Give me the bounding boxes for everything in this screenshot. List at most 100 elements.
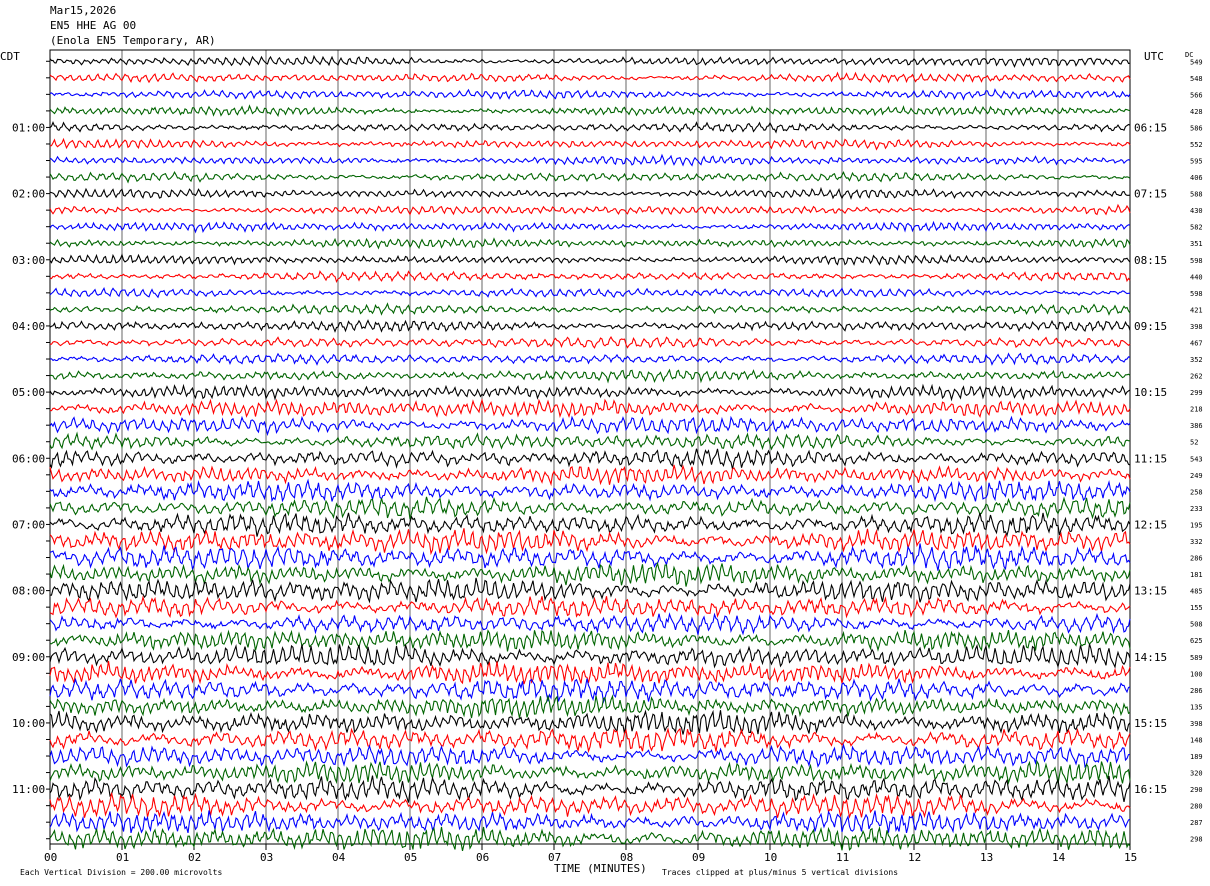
trace-line: [49, 286, 1131, 299]
trace-line: [49, 577, 1131, 604]
trace-line: [49, 237, 1131, 250]
right-hour-label: 11:15: [1134, 452, 1167, 465]
trace-line: [49, 792, 1131, 819]
dc-offset-label: 625: [1190, 637, 1203, 645]
dc-offset-label: 352: [1190, 356, 1203, 364]
trace-line: [49, 88, 1131, 101]
dc-offset-label: 258: [1190, 488, 1203, 496]
plot-grid: [46, 49, 1131, 850]
dc-offset-label: 181: [1190, 571, 1203, 579]
right-hour-label: 07:15: [1134, 188, 1167, 201]
left-hour-label: 02:00: [12, 188, 45, 201]
x-tick-label: 02: [188, 851, 201, 864]
left-hour-label: 03:00: [12, 254, 45, 267]
trace-line: [49, 170, 1131, 184]
dc-offset-label: 485: [1190, 588, 1203, 596]
right-hour-label: 14:15: [1134, 651, 1167, 664]
dc-offset-label: 552: [1190, 141, 1203, 149]
x-tick-label: 10: [764, 851, 777, 864]
dc-offset-label: 298: [1190, 836, 1203, 844]
dc-offset-label: 543: [1190, 455, 1203, 463]
trace-line: [49, 448, 1131, 470]
dc-offset-label: 155: [1190, 604, 1203, 612]
trace-line: [49, 352, 1131, 366]
trace-line: [49, 629, 1131, 652]
x-tick-label: 14: [1052, 851, 1066, 864]
trace-line: [49, 137, 1131, 151]
left-hour-label: 05:00: [12, 386, 45, 399]
dc-offset-label: 195: [1190, 521, 1203, 529]
trace-line: [49, 677, 1131, 704]
right-hour-label: 06:15: [1134, 121, 1167, 134]
left-timezone-label: CDT: [0, 50, 20, 63]
dc-offset-label: 287: [1190, 819, 1203, 827]
x-tick-label: 12: [908, 851, 921, 864]
dc-offset-label: 595: [1190, 158, 1203, 166]
x-axis-title: TIME (MINUTES): [554, 862, 647, 875]
right-hour-label: 15:15: [1134, 717, 1167, 730]
dc-offset-label: 549: [1190, 58, 1203, 66]
left-hour-label: 09:00: [12, 651, 45, 664]
axis-labels: CDT UTC DC TIME (MINUTES) Each Vertical …: [0, 50, 1203, 877]
dc-offset-label: 598: [1190, 257, 1203, 265]
x-tick-label: 15: [1124, 851, 1137, 864]
dc-offset-label: 280: [1190, 803, 1203, 811]
dc-offset-label: 233: [1190, 505, 1203, 513]
trace-line: [49, 464, 1131, 487]
trace-line: [49, 478, 1131, 503]
dc-offset-label: 218: [1190, 406, 1203, 414]
trace-line: [49, 496, 1131, 520]
dc-offset-label: 428: [1190, 108, 1203, 116]
dc-offset-label: 299: [1190, 389, 1203, 397]
trace-line: [49, 561, 1131, 587]
dc-offset-label: 100: [1190, 670, 1203, 678]
right-hour-label: 10:15: [1134, 386, 1167, 399]
x-tick-label: 07: [548, 851, 561, 864]
dc-offset-label: 582: [1190, 224, 1203, 232]
trace-line: [49, 121, 1131, 134]
left-hour-label: 01:00: [12, 121, 45, 134]
trace-line: [49, 415, 1131, 437]
trace-line: [49, 104, 1131, 117]
trace-line: [49, 643, 1131, 669]
trace-line: [49, 186, 1131, 200]
trace-line: [49, 660, 1131, 685]
trace-line: [49, 727, 1131, 754]
trace-line: [49, 543, 1131, 571]
x-tick-label: 03: [260, 851, 273, 864]
trace-line: [49, 612, 1131, 636]
trace-line: [49, 512, 1131, 538]
dc-offset-label: 286: [1190, 555, 1203, 563]
trace-line: [49, 759, 1131, 785]
dc-offset-label: 286: [1190, 687, 1203, 695]
x-tick-label: 09: [692, 851, 705, 864]
trace-line: [49, 319, 1131, 333]
dc-offset-label: 135: [1190, 703, 1203, 711]
header-station: (Enola EN5 Temporary, AR): [50, 34, 216, 47]
left-hour-label: 07:00: [12, 518, 45, 531]
left-hour-label: 06:00: [12, 452, 45, 465]
right-hour-label: 12:15: [1134, 518, 1167, 531]
dc-offset-label: 320: [1190, 770, 1203, 778]
left-hour-label: 08:00: [12, 585, 45, 598]
right-timezone-label: UTC: [1144, 50, 1164, 63]
trace-line: [49, 775, 1131, 803]
trace-line: [49, 253, 1131, 266]
trace-line: [49, 71, 1131, 84]
trace-line: [49, 54, 1131, 68]
dc-offset-label: 290: [1190, 786, 1203, 794]
x-tick-label: 05: [404, 851, 417, 864]
dc-offset-label: 262: [1190, 373, 1203, 381]
dc-offset-label: 588: [1190, 191, 1203, 199]
trace-line: [49, 368, 1131, 384]
trace-line: [49, 742, 1131, 768]
left-hour-label: 04:00: [12, 320, 45, 333]
dc-offset-label: 586: [1190, 124, 1203, 132]
dc-offset-label: 249: [1190, 472, 1203, 480]
dc-offset-label: 421: [1190, 306, 1203, 314]
left-hour-label: 10:00: [12, 717, 45, 730]
header-date: Mar15,2026: [50, 4, 117, 17]
dc-offset-label: 351: [1190, 240, 1203, 248]
dc-offset-label: 589: [1190, 654, 1203, 662]
header-channel: EN5 HHE AG 00: [50, 19, 137, 32]
